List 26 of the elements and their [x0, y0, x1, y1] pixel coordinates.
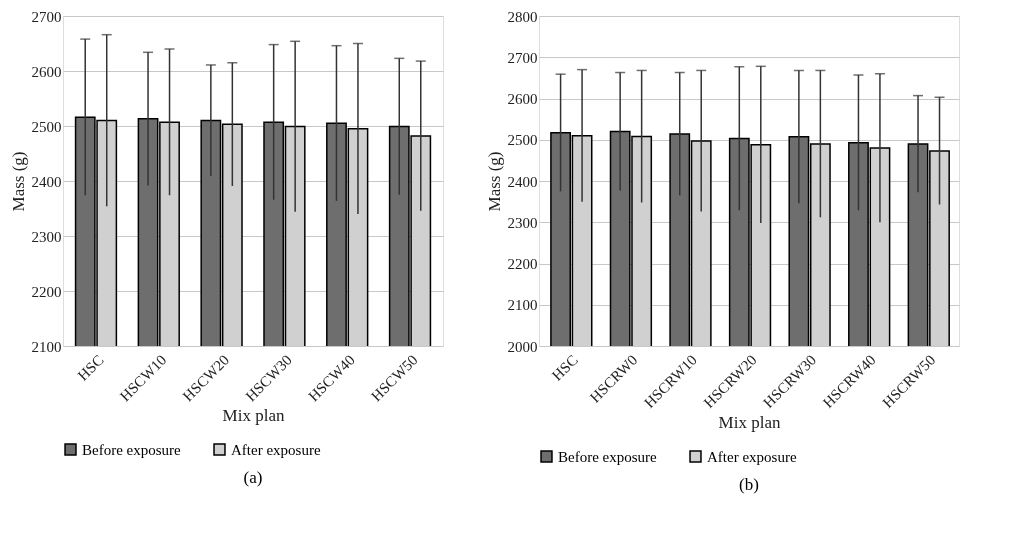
y-tick-label: 2100 [507, 297, 538, 314]
x-axis-title: Mix plan [222, 406, 285, 426]
y-axis-title: Mass (g) [484, 151, 504, 212]
y-axis-title: Mass (g) [8, 151, 28, 212]
y-tick-label: 2700 [31, 8, 62, 25]
y-tick-label: 2700 [507, 49, 538, 66]
y-tick-label: 2400 [31, 173, 62, 190]
y-tick-label: 2300 [31, 228, 62, 245]
y-tick-label: 2500 [31, 118, 62, 135]
text: (a) [243, 468, 263, 487]
legend-label: After exposure [231, 441, 321, 458]
legend-label: Before exposure [558, 448, 658, 465]
y-tick-label: 2600 [31, 63, 62, 80]
legend-label: After exposure [707, 448, 797, 465]
x-axis-title: Mix plan [718, 412, 781, 432]
y-tick-label: 2200 [31, 283, 62, 300]
y-tick-label: 2300 [507, 214, 538, 231]
y-tick-label: 2600 [507, 91, 538, 107]
y-tick-label: 2800 [507, 8, 538, 25]
y-tick-label: 2500 [507, 132, 538, 149]
text: (b) [739, 475, 759, 494]
y-tick-label: 2400 [507, 173, 538, 190]
y-tick-label: 2200 [507, 256, 538, 272]
legend-label: Before exposure [82, 441, 182, 458]
y-tick-label: 2100 [31, 338, 62, 355]
y-tick-label: 2000 [507, 338, 538, 355]
